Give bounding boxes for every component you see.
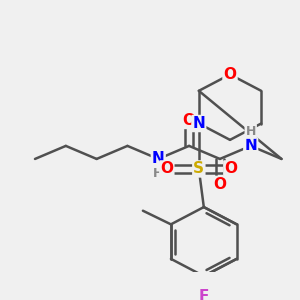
Text: N: N [244, 138, 257, 153]
Text: H: H [245, 125, 256, 138]
Text: F: F [199, 289, 209, 300]
Text: H: H [153, 167, 164, 180]
Text: N: N [152, 152, 165, 166]
Text: O: O [213, 177, 226, 192]
Text: O: O [224, 161, 237, 176]
Text: S: S [193, 161, 204, 176]
Text: O: O [224, 67, 236, 82]
Text: O: O [160, 161, 173, 176]
Text: O: O [183, 113, 196, 128]
Text: N: N [192, 116, 205, 131]
